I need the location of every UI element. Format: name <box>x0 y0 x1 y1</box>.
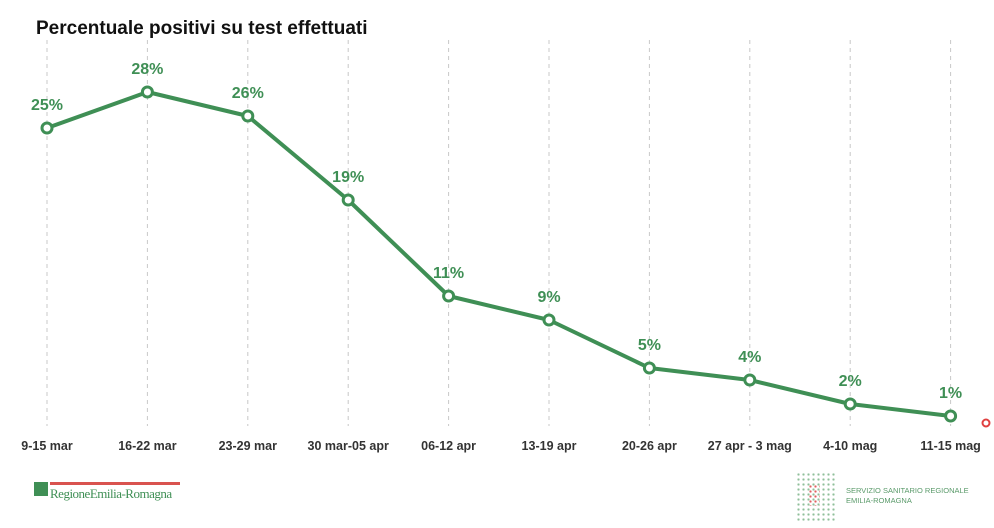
x-tick-label: 13-19 apr <box>522 439 577 453</box>
regione-emilia-romagna-logo: RegioneEmilia-Romagna <box>34 482 184 504</box>
x-tick-label: 27 apr - 3 mag <box>708 439 792 453</box>
data-point <box>843 397 857 411</box>
logo-right-line1: SERVIZIO SANITARIO REGIONALE <box>846 486 969 495</box>
x-tick-label: 20-26 apr <box>622 439 677 453</box>
data-label: 1% <box>939 385 962 402</box>
data-label: 2% <box>839 373 862 390</box>
data-label: 9% <box>537 289 560 306</box>
x-tick-label: 23-29 mar <box>219 439 278 453</box>
data-label: 19% <box>332 169 364 186</box>
data-point <box>241 109 255 123</box>
x-tick-label: 9-15 mar <box>21 439 73 453</box>
data-label: 28% <box>131 61 163 78</box>
x-tick-label: 30 mar-05 apr <box>308 439 389 453</box>
data-point <box>642 361 656 375</box>
logo-right-line2: EMILIA-ROMAGNA <box>846 496 912 505</box>
logo-left-text: RegioneEmilia-Romagna <box>50 486 172 501</box>
logo-bar <box>50 482 180 485</box>
x-tick-label: 11-15 mag <box>920 439 980 453</box>
data-label: 11% <box>433 265 464 282</box>
data-point <box>944 409 958 423</box>
cursor-marker-icon <box>981 418 991 428</box>
red-cross-dots-icon <box>808 484 820 506</box>
chart-title: Percentuale positivi su test effettuati <box>36 18 368 39</box>
series-line <box>46 90 951 418</box>
data-label: 5% <box>638 337 661 354</box>
data-point <box>442 289 456 303</box>
x-tick-label: 4-10 mag <box>823 439 877 453</box>
data-point <box>40 121 54 135</box>
data-label: 4% <box>738 349 761 366</box>
data-label: 26% <box>232 85 264 102</box>
data-point <box>341 193 355 207</box>
data-label: 25% <box>31 97 63 114</box>
region-flag-icon <box>34 482 48 496</box>
data-point <box>542 313 556 327</box>
x-tick-label: 16-22 mar <box>118 439 177 453</box>
x-tick-label: 06-12 apr <box>421 439 476 453</box>
data-point <box>140 85 154 99</box>
data-point <box>743 373 757 387</box>
logo-right-text: SERVIZIO SANITARIO REGIONALE EMILIA-ROMA… <box>846 486 969 506</box>
